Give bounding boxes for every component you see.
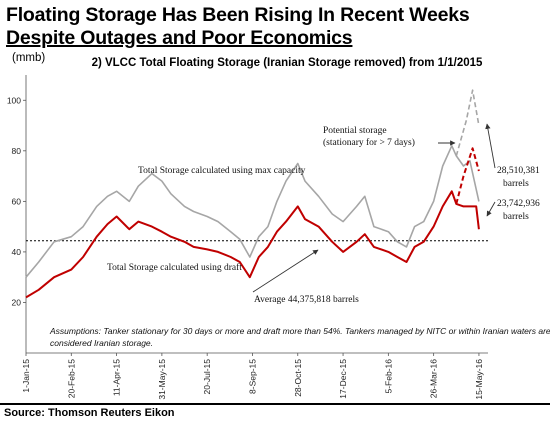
series-line-3 [455, 89, 480, 157]
x-tick-label: 31-May-15 [157, 359, 167, 400]
upper-value-unit: barrels [503, 179, 529, 189]
y-tick-label: 100 [7, 95, 21, 105]
x-tick-label: 17-Dec-15 [338, 359, 348, 399]
series-line-2 [25, 190, 480, 299]
average-label: Average 44,375,818 barrels [254, 295, 359, 305]
y-tick-label: 60 [12, 196, 22, 206]
x-tick-label: 20-Jul-15 [202, 359, 212, 395]
y-tick-label: 20 [12, 297, 22, 307]
unit-label: (mmb) [12, 52, 46, 64]
x-tick-label: 26-Mar-16 [429, 359, 439, 398]
lower-value-unit: barrels [503, 212, 529, 222]
x-tick-label: 28-Oct-15 [293, 359, 303, 397]
chart-area: 20 40 60 80 100 1-Jan-15 20-Feb-15 11-Apr-15 31-… [7, 75, 550, 400]
x-tick-label: 11-Apr-15 [112, 359, 122, 396]
headline-line-1: Floating Storage Has Been Rising In Rece… [6, 4, 470, 26]
series-line-1 [25, 145, 480, 278]
y-tick-label: 80 [12, 146, 22, 156]
source-note: Source: Thomson Reuters Eikon [4, 407, 175, 419]
chart-title: 2) VLCC Total Floating Storage (Iranian … [91, 57, 483, 69]
x-tick-label: 20-Feb-15 [66, 359, 76, 398]
upper-value-label: 28,510,381 [497, 166, 540, 176]
x-tick-label: 5-Feb-16 [383, 359, 393, 394]
headline-line-2: Despite Outages and Poor Economics [6, 27, 353, 49]
assumptions-line-2: considered Iranian storage. [50, 338, 153, 348]
lower-value-arrow [486, 201, 496, 217]
upper-value-arrow [485, 123, 496, 169]
draft-label: Total Storage calculated using draft [107, 262, 242, 273]
source-divider [0, 403, 550, 405]
x-tick-label: 1-Jan-15 [21, 359, 31, 393]
x-tick-label: 8-Sep-15 [247, 359, 257, 394]
lower-value-label: 23,742,936 [497, 199, 540, 209]
series-line-4 [455, 147, 480, 205]
y-tick-label: 40 [12, 247, 22, 257]
potential-storage-sublabel: (stationary for > 7 days) [323, 137, 415, 148]
x-tick-label: 15-May-16 [474, 359, 484, 400]
average-arrow [252, 249, 319, 293]
max-capacity-label: Total Storage calculated using max capac… [138, 166, 306, 176]
assumptions-line-1: Assumptions: Tanker stationary for 30 da… [49, 326, 550, 336]
potential-storage-label: Potential storage [323, 126, 387, 136]
